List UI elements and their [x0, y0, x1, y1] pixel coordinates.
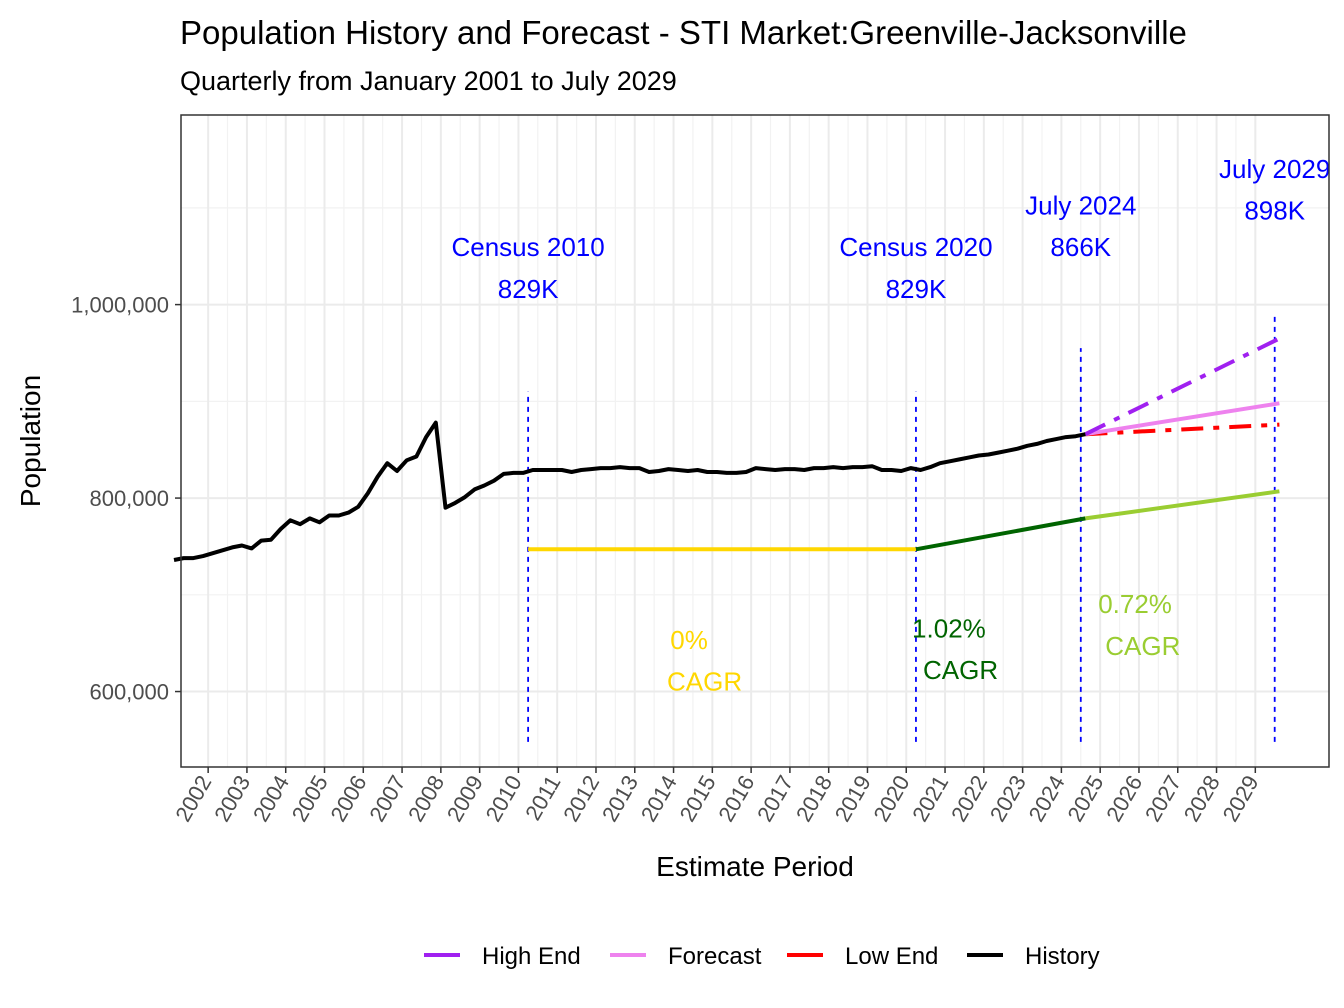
x-tick-label: 2006 [325, 771, 371, 826]
x-tick-label: 2018 [791, 771, 837, 826]
series-line-history [173, 420, 1086, 562]
cagr-segment-line [1085, 489, 1280, 521]
annotation-label: Census 2010 [451, 232, 604, 262]
cagr-segments [528, 489, 1280, 552]
x-tick-label: 2002 [170, 771, 216, 826]
x-tick-label: 2024 [1024, 771, 1070, 826]
x-tick-label: 2007 [364, 771, 410, 826]
annotation-value: 829K [498, 274, 559, 304]
data-series [173, 336, 1281, 562]
y-tick-label: 1,000,000 [71, 293, 169, 318]
annotation-label: Census 2020 [839, 232, 992, 262]
x-tick-label: 2014 [636, 771, 682, 826]
x-tick-label: 2029 [1218, 771, 1264, 826]
cagr-rate-label: 0.72% [1098, 589, 1172, 619]
annotation-value: 898K [1244, 195, 1305, 225]
chart-subtitle: Quarterly from January 2001 to July 2029 [180, 66, 677, 96]
plot-border [180, 114, 1330, 768]
x-tick-label: 2026 [1101, 771, 1147, 826]
annotation-value: 866K [1050, 232, 1111, 262]
cagr-word-label: CAGR [1105, 631, 1180, 661]
x-tick-label: 2027 [1140, 771, 1186, 826]
cagr-word-label: CAGR [923, 655, 998, 685]
x-tick-label: 2004 [248, 771, 294, 826]
grid-lines [181, 115, 1329, 767]
x-tick-label: 2008 [403, 771, 449, 826]
series-line-low-end [1085, 422, 1280, 437]
plot-background [181, 115, 1329, 767]
legend-label: Forecast [668, 943, 762, 970]
x-axis-label: Estimate Period [656, 851, 854, 882]
x-tick-label: 2011 [520, 771, 565, 824]
x-tick-label: 2025 [1062, 771, 1108, 826]
x-tick-label: 2021 [907, 771, 953, 826]
legend-label: History [1025, 943, 1100, 970]
series-line-forecast [1085, 401, 1280, 437]
y-tick-label: 800,000 [89, 486, 169, 511]
cagr-rate-label: 0% [670, 625, 708, 655]
x-tick-label: 2015 [675, 771, 721, 826]
x-tick-label: 2012 [558, 771, 604, 826]
y-tick-label: 600,000 [89, 680, 169, 705]
cagr-segment-line [915, 516, 1086, 552]
annotation-label: July 2024 [1025, 191, 1136, 221]
series-line-high-end [1084, 336, 1281, 436]
cagr-rate-label: 1.02% [912, 613, 986, 643]
x-tick-label: 2003 [209, 771, 255, 826]
legend-label: Low End [845, 943, 938, 970]
x-tick-label: 2010 [481, 771, 527, 826]
x-tick-label: 2016 [713, 771, 759, 826]
annotations: Census 2010 829K Census 2020 829K July 2024 8… [451, 154, 1330, 697]
x-tick-label: 2028 [1179, 771, 1225, 826]
reference-vlines [527, 314, 1276, 742]
annotation-label: July 2029 [1219, 154, 1330, 184]
chart-title: Population History and Forecast - STI Ma… [180, 14, 1187, 51]
cagr-word-label: CAGR [667, 667, 742, 697]
x-tick-label: 2005 [287, 771, 333, 826]
x-tick-label: 2022 [946, 771, 992, 826]
x-tick-label: 2017 [752, 771, 798, 826]
x-tick-label: 2020 [868, 771, 914, 826]
x-tick-label: 2009 [442, 771, 488, 826]
x-tick-label: 2013 [597, 771, 643, 826]
x-tick-label: 2023 [985, 771, 1031, 826]
x-tick-label: 2019 [830, 771, 876, 826]
legend: High End Forecast Low End History [424, 943, 1100, 970]
y-axis-label: Population [15, 375, 46, 507]
annotation-value: 829K [886, 274, 947, 304]
legend-label: High End [482, 943, 581, 970]
